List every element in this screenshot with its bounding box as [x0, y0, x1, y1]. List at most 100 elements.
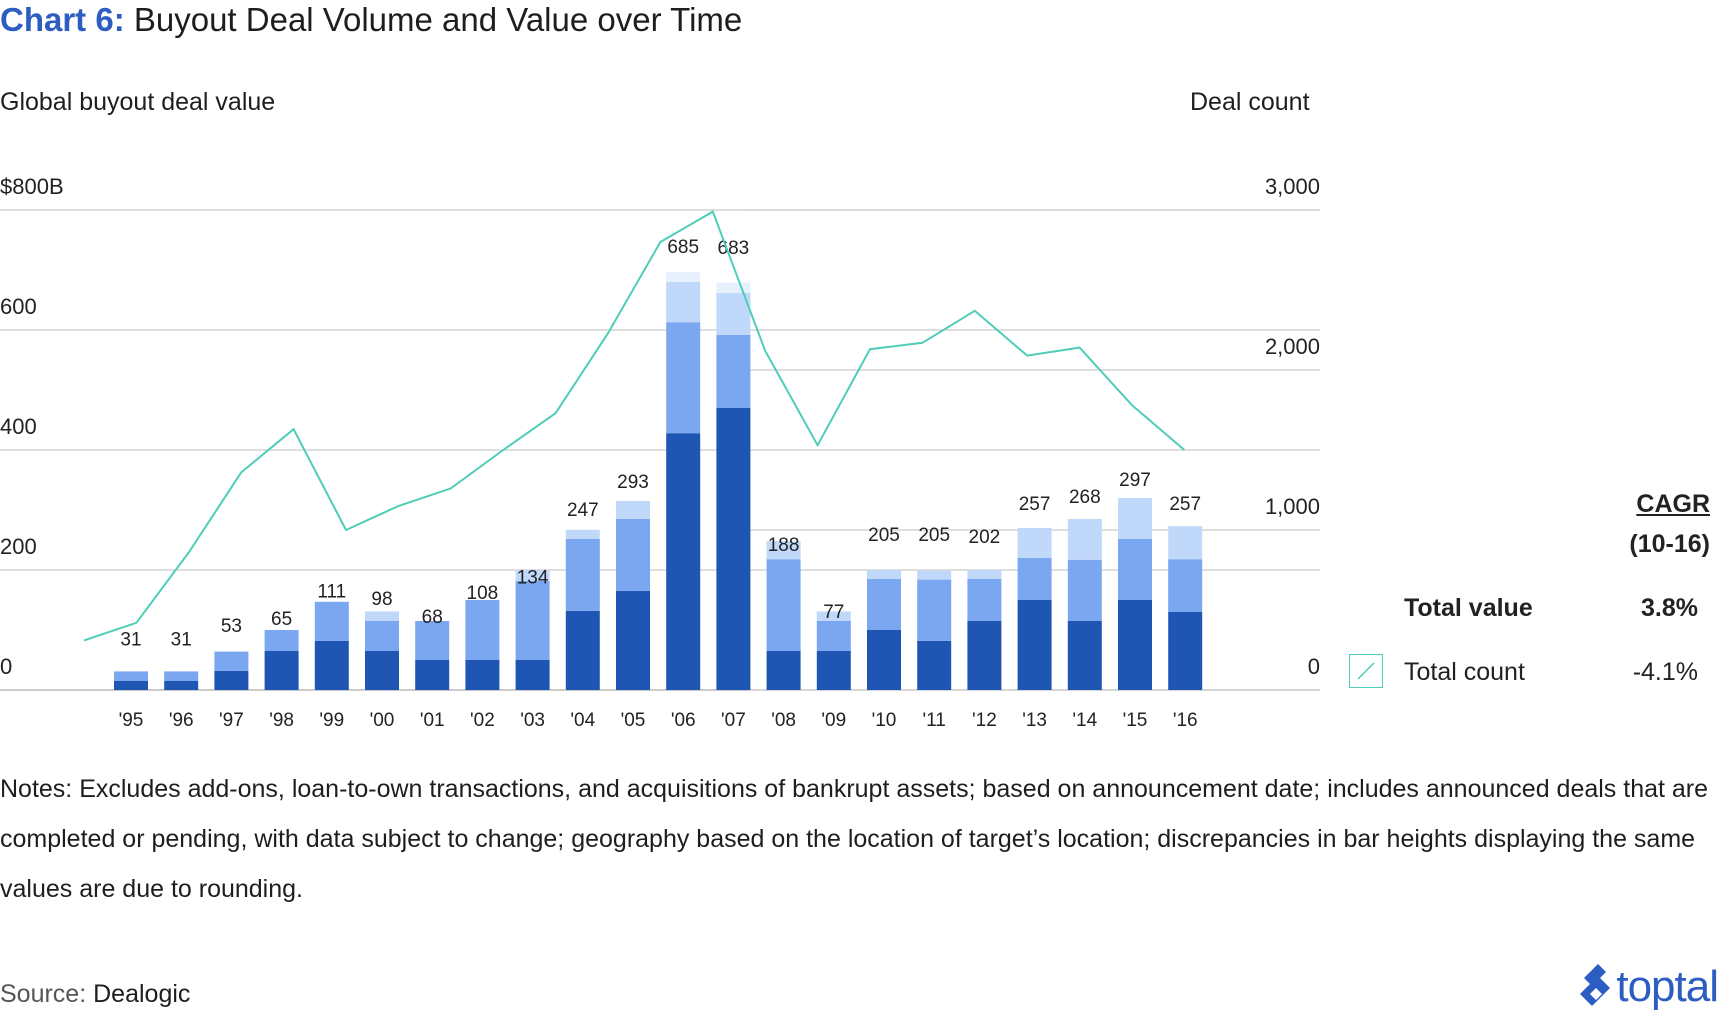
- bar-segment: [1168, 526, 1203, 560]
- total-value-cagr: 3.8%: [1641, 594, 1698, 622]
- bar-total-label: 65: [271, 609, 292, 630]
- left-tick-label: 400: [0, 414, 37, 439]
- bar-segment: [1067, 519, 1102, 560]
- right-tick-label: 0: [1308, 654, 1320, 679]
- line-legend-icon: [1349, 654, 1383, 688]
- bar-segment: [314, 601, 349, 641]
- bar-segment: [214, 651, 249, 671]
- bar-segment: [716, 292, 751, 335]
- bar-segment: [666, 433, 701, 690]
- right-tick-label: 3,000: [1265, 174, 1320, 199]
- x-tick-label: '98: [269, 710, 294, 731]
- x-tick-label: '13: [1022, 710, 1047, 731]
- bar-segment: [515, 660, 550, 690]
- bar-segment: [515, 580, 550, 660]
- x-tick-label: '07: [721, 710, 746, 731]
- chart-number: Chart 6:: [0, 1, 125, 38]
- bar-segment: [565, 538, 600, 611]
- bar-total-label: 53: [221, 616, 242, 637]
- bar-segment: [1118, 498, 1152, 539]
- bar-segment: [415, 621, 450, 660]
- bar-segment: [867, 630, 901, 690]
- left-axis-label: Global buyout deal value: [0, 88, 276, 116]
- bar-total-label: 685: [667, 237, 699, 258]
- x-tick-label: '97: [219, 710, 244, 731]
- bar-total-label: 205: [868, 525, 900, 546]
- left-tick-label: 600: [0, 294, 37, 319]
- bar-segment: [164, 671, 199, 681]
- right-tick-label: 2,000: [1265, 334, 1320, 359]
- total-count-cagr: -4.1%: [1632, 658, 1698, 686]
- bar-total-label: 297: [1119, 470, 1151, 491]
- bar-segment: [616, 519, 650, 591]
- bar-segment: [314, 640, 349, 690]
- bar-segment: [616, 591, 650, 690]
- bar-total-label: 77: [823, 602, 844, 623]
- chart-title-text: Buyout Deal Volume and Value over Time: [133, 1, 743, 38]
- cagr-legend: CAGR (10-16) Total value 3.8% Total coun…: [1348, 490, 1720, 710]
- bar-total-label: 98: [371, 589, 392, 610]
- bar-segment: [716, 334, 751, 408]
- bar-segment: [1067, 559, 1102, 621]
- right-axis-label: Deal count: [1190, 88, 1310, 116]
- x-tick-label: '16: [1173, 710, 1198, 731]
- x-tick-label: '06: [671, 710, 696, 731]
- x-tick-label: '04: [570, 710, 595, 731]
- bar-total-label: 257: [1169, 494, 1201, 515]
- bar-segment: [365, 651, 399, 690]
- chart-notes: Notes: Excludes add-ons, loan-to-own tra…: [0, 775, 1709, 903]
- bar-total-label: 134: [517, 568, 549, 589]
- bar-segment: [816, 611, 851, 621]
- bar-total-label: 247: [567, 500, 599, 521]
- bar-segment: [465, 600, 500, 660]
- bar-total-label: 111: [317, 581, 346, 602]
- bar-total-label: 188: [768, 535, 800, 556]
- bar-total-label: 31: [120, 629, 141, 650]
- bar-segment: [917, 570, 952, 580]
- bar-segment: [716, 282, 751, 293]
- toptal-logo-icon: [1580, 964, 1611, 1006]
- bar-segment: [1067, 621, 1102, 690]
- x-tick-label: '08: [771, 710, 796, 731]
- x-tick-label: '03: [520, 710, 545, 731]
- bar-segment: [264, 651, 299, 690]
- bar-segment: [967, 579, 1002, 621]
- left-tick-label: 200: [0, 534, 37, 559]
- bar-total-label: 683: [718, 238, 750, 259]
- bar-segment: [816, 651, 851, 690]
- x-tick-label: '09: [821, 710, 846, 731]
- x-tick-label: '02: [470, 710, 495, 731]
- cagr-period: (10-16): [1629, 530, 1710, 558]
- bar-segment: [666, 282, 701, 323]
- bar-segment: [565, 610, 600, 690]
- bar-segment: [164, 681, 199, 690]
- chart-title: Chart 6: Buyout Deal Volume and Value ov…: [0, 0, 742, 40]
- bar-segment: [365, 611, 399, 621]
- bar-segment: [867, 579, 901, 630]
- bar-segment: [666, 271, 701, 282]
- bar-segment: [515, 570, 550, 581]
- bar-segment: [917, 579, 952, 641]
- bar-segment: [1017, 528, 1052, 558]
- left-tick-label: $800B: [0, 174, 64, 199]
- x-tick-label: '14: [1072, 710, 1097, 731]
- x-tick-label: '96: [169, 710, 194, 731]
- x-tick-label: '10: [872, 710, 897, 731]
- bar-segment: [766, 651, 801, 690]
- bar-segment: [565, 529, 600, 539]
- bar-segment: [1118, 600, 1152, 690]
- bar-segment: [967, 570, 1002, 579]
- bar-segment: [1017, 600, 1052, 690]
- x-tick-label: '12: [972, 710, 997, 731]
- bar-segment: [967, 621, 1002, 690]
- bar-segment: [264, 630, 299, 651]
- x-tick-label: '15: [1123, 710, 1148, 731]
- total-value-label: Total value: [1404, 594, 1533, 622]
- bar-segment: [114, 671, 148, 681]
- toptal-wordmark: toptal: [1616, 962, 1719, 1011]
- x-tick-label: '99: [319, 710, 344, 731]
- bar-segment: [1168, 612, 1203, 690]
- x-tick-label: '05: [621, 710, 646, 731]
- bar-segment: [415, 660, 450, 690]
- bar-total-label: 68: [422, 607, 443, 628]
